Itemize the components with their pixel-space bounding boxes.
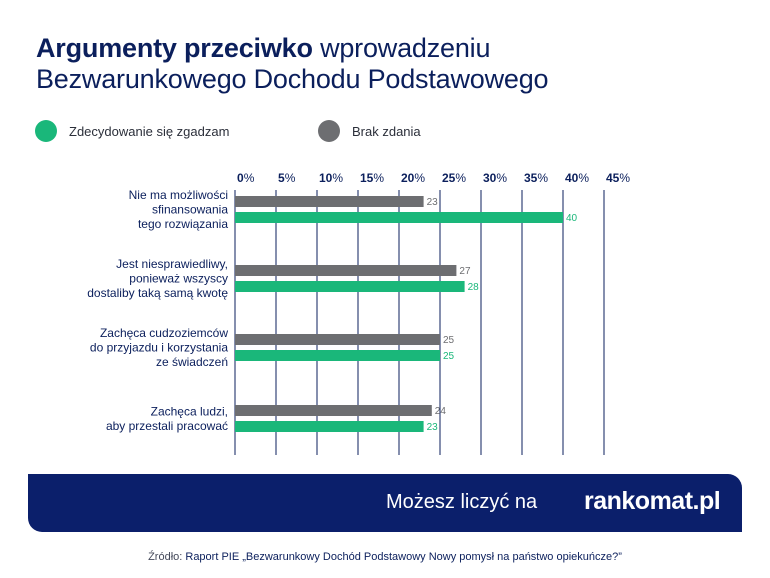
legend-label-no-opinion: Brak zdania — [352, 123, 421, 139]
category-label: Zachęca ludzi, — [151, 404, 228, 418]
legend-dot-agree — [35, 120, 57, 142]
source-text: Raport PIE „Bezwarunkowy Dochód Podstawo… — [185, 551, 622, 563]
rankomat-logo[interactable]: rankomat.pl — [584, 487, 721, 515]
data-label: 28 — [468, 282, 480, 293]
data-label: 27 — [459, 266, 471, 277]
data-label: 25 — [443, 351, 455, 362]
bar — [235, 281, 465, 292]
bar — [235, 334, 440, 345]
legend-item-agree: Zdecydowanie się zgadzam — [35, 118, 229, 144]
x-tick-label: 25% — [442, 171, 466, 185]
category-label: do przyjazdu i korzystania — [90, 341, 228, 355]
footer-banner — [28, 474, 742, 532]
data-label: 23 — [427, 197, 439, 208]
source-note: Źródło: Raport PIE „Bezwarunkowy Dochód … — [0, 551, 770, 563]
x-tick-label: 5% — [278, 171, 296, 185]
category-label: tego rozwiązania — [138, 217, 228, 231]
category-label: Jest niesprawiedliwy, — [116, 257, 228, 271]
bar — [235, 421, 424, 432]
x-tick-label: 15% — [360, 171, 384, 185]
data-label: 23 — [427, 422, 439, 433]
category-label: Zachęca cudzoziemców — [100, 326, 228, 340]
category-label: sfinansowania — [152, 203, 228, 217]
category-label: aby przestali pracować — [106, 419, 228, 433]
bar — [235, 265, 457, 276]
title-bold: Argumenty przeciwko — [36, 33, 313, 63]
bar — [235, 196, 424, 207]
legend-dot-no-opinion — [318, 120, 340, 142]
x-tick-label: 0% — [237, 171, 255, 185]
legend-label-agree: Zdecydowanie się zgadzam — [69, 123, 230, 139]
x-tick-label: 10% — [319, 171, 343, 185]
title-line2: Bezwarunkowego Dochodu Podstawowego — [36, 64, 549, 94]
bar-chart: 0% 5% 10% 15% 20% 25% 30% 35% 40% 45% 23 40 Nie ma m… — [87, 171, 630, 455]
data-label: 40 — [566, 213, 578, 224]
x-tick-label: 35% — [524, 171, 548, 185]
chart-title: Argumenty przeciwko wprowadzeniu Bezwaru… — [36, 33, 549, 95]
category-label: Nie ma możliwości — [129, 188, 228, 202]
source-prefix: Źródło: — [148, 551, 186, 563]
bar — [235, 350, 440, 361]
category-label: ponieważ wszyscy — [129, 272, 228, 286]
data-label: 24 — [435, 406, 447, 417]
banner-text: Możesz liczyć na — [386, 491, 538, 513]
data-label: 25 — [443, 335, 455, 346]
category-label: dostaliby taką samą kwotę — [87, 286, 228, 300]
x-tick-label: 40% — [565, 171, 589, 185]
category-label: ze świadczeń — [156, 355, 228, 369]
x-tick-label: 45% — [606, 171, 630, 185]
x-tick-label: 30% — [483, 171, 507, 185]
title-rest: wprowadzeniu — [312, 33, 491, 63]
bar — [235, 212, 563, 223]
x-tick-label: 20% — [401, 171, 425, 185]
legend-item-no-opinion: Brak zdania — [318, 118, 421, 144]
bar — [235, 405, 432, 416]
